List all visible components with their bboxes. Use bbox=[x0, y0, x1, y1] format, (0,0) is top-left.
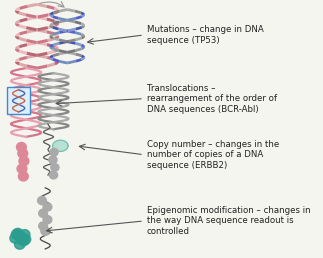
Circle shape bbox=[16, 235, 26, 244]
Circle shape bbox=[11, 230, 22, 239]
Circle shape bbox=[19, 236, 29, 246]
Circle shape bbox=[18, 149, 28, 158]
Text: Copy number – changes in the
number of copies of a DNA
sequence (ERBB2): Copy number – changes in the number of c… bbox=[147, 140, 279, 170]
Circle shape bbox=[49, 156, 57, 164]
Circle shape bbox=[16, 142, 26, 152]
Text: Mutations – change in DNA
sequence (TP53): Mutations – change in DNA sequence (TP53… bbox=[147, 25, 264, 45]
Circle shape bbox=[19, 157, 29, 166]
Circle shape bbox=[19, 230, 30, 239]
Circle shape bbox=[20, 235, 31, 244]
Circle shape bbox=[43, 203, 52, 211]
Circle shape bbox=[39, 222, 47, 230]
Text: Epigenomic modification – changes in
the way DNA sequence readout is
controlled: Epigenomic modification – changes in the… bbox=[147, 206, 310, 236]
Circle shape bbox=[39, 209, 47, 217]
Circle shape bbox=[13, 228, 23, 238]
Polygon shape bbox=[53, 140, 68, 151]
Circle shape bbox=[51, 164, 59, 171]
Circle shape bbox=[41, 227, 50, 235]
Circle shape bbox=[17, 164, 27, 173]
Circle shape bbox=[15, 239, 25, 249]
Text: Translocations –
rearrangement of the order of
DNA sequences (BCR-Abl): Translocations – rearrangement of the or… bbox=[147, 84, 277, 114]
Circle shape bbox=[43, 216, 52, 224]
Circle shape bbox=[49, 171, 57, 179]
FancyBboxPatch shape bbox=[7, 87, 30, 114]
Circle shape bbox=[37, 197, 47, 205]
Circle shape bbox=[10, 233, 20, 243]
Circle shape bbox=[50, 148, 58, 156]
Circle shape bbox=[16, 231, 26, 241]
Circle shape bbox=[18, 172, 28, 181]
